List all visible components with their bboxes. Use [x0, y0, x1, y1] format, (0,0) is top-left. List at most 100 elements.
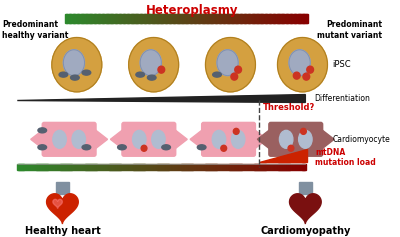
Bar — [230, 14, 231, 23]
Ellipse shape — [289, 50, 310, 76]
Bar — [72, 14, 73, 23]
Bar — [58, 164, 59, 170]
Text: Differentiation: Differentiation — [314, 94, 370, 103]
Bar — [230, 164, 232, 170]
Bar — [294, 14, 295, 23]
Bar — [65, 14, 66, 23]
FancyBboxPatch shape — [269, 122, 323, 156]
Bar — [148, 164, 149, 170]
Bar — [189, 14, 190, 23]
Bar — [190, 164, 192, 170]
Polygon shape — [257, 127, 273, 151]
Bar — [291, 14, 292, 23]
Bar — [282, 14, 283, 23]
Bar — [256, 14, 257, 23]
Bar — [278, 14, 280, 23]
Bar — [139, 164, 141, 170]
Bar — [182, 14, 183, 23]
Bar — [209, 164, 211, 170]
Bar — [262, 164, 264, 170]
Bar — [21, 164, 22, 170]
Bar — [186, 14, 187, 23]
Bar — [211, 164, 213, 170]
Bar — [240, 14, 241, 23]
Bar — [164, 14, 165, 23]
Bar — [33, 164, 34, 170]
Bar — [158, 14, 159, 23]
Bar — [172, 14, 173, 23]
Ellipse shape — [235, 66, 242, 73]
Bar — [237, 14, 238, 23]
Bar — [252, 164, 253, 170]
Bar — [132, 164, 134, 170]
Bar — [194, 14, 195, 23]
Bar — [108, 14, 109, 23]
Bar — [177, 14, 178, 23]
Text: Cardiomyocyte: Cardiomyocyte — [332, 135, 390, 144]
Bar — [215, 14, 217, 23]
Bar — [234, 164, 236, 170]
Bar — [138, 164, 140, 170]
Bar — [131, 14, 132, 23]
Bar — [187, 164, 189, 170]
Bar — [173, 14, 175, 23]
Ellipse shape — [213, 72, 221, 77]
Bar — [129, 164, 130, 170]
Bar — [127, 164, 128, 170]
Text: Predominant
mutant variant: Predominant mutant variant — [317, 20, 382, 40]
Text: Predominant
healthy variant: Predominant healthy variant — [2, 20, 68, 40]
Bar — [106, 14, 108, 23]
Bar — [154, 164, 155, 170]
Ellipse shape — [70, 75, 79, 80]
Bar — [156, 14, 158, 23]
Bar — [186, 14, 188, 23]
Bar — [36, 164, 38, 170]
Bar — [282, 14, 284, 23]
Bar — [162, 14, 163, 23]
Bar — [220, 164, 221, 170]
Bar — [63, 164, 65, 170]
Bar — [105, 164, 106, 170]
Bar — [185, 14, 186, 23]
Bar — [55, 164, 56, 170]
Bar — [244, 164, 245, 170]
Bar — [20, 164, 22, 170]
Bar — [49, 164, 50, 170]
Bar — [261, 14, 262, 23]
Bar — [208, 164, 209, 170]
Bar — [289, 14, 290, 23]
Bar — [254, 14, 255, 23]
Bar — [133, 14, 134, 23]
Bar — [197, 14, 198, 23]
Ellipse shape — [82, 70, 91, 75]
Bar — [68, 14, 69, 23]
Bar — [29, 164, 30, 170]
Bar — [183, 14, 184, 23]
Bar — [122, 164, 123, 170]
Bar — [102, 164, 103, 170]
Bar — [28, 164, 29, 170]
Bar — [145, 164, 146, 170]
Bar — [214, 164, 216, 170]
Bar — [220, 14, 222, 23]
Bar — [75, 14, 76, 23]
Bar — [223, 14, 225, 23]
Bar — [202, 14, 203, 23]
Bar — [229, 14, 230, 23]
Bar — [193, 14, 194, 23]
Polygon shape — [319, 127, 334, 151]
Ellipse shape — [38, 145, 46, 150]
Bar — [192, 14, 193, 23]
Bar — [228, 164, 230, 170]
Bar — [232, 164, 233, 170]
Bar — [295, 164, 296, 170]
Bar — [298, 164, 299, 170]
Bar — [151, 14, 152, 23]
Bar — [132, 164, 133, 170]
Bar — [274, 14, 275, 23]
Bar — [206, 164, 208, 170]
Bar — [40, 164, 42, 170]
Text: Threshold?: Threshold? — [263, 103, 315, 112]
Bar — [122, 14, 124, 23]
Bar — [198, 14, 200, 23]
